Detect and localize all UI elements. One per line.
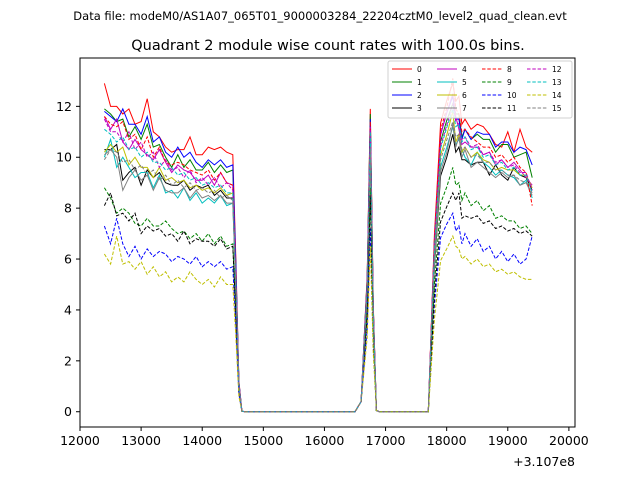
x-tick-label: 16000 — [305, 433, 345, 448]
plot-area — [103, 78, 533, 413]
y-tick-label: 10 — [56, 150, 72, 165]
legend-label-2: 2 — [417, 91, 422, 100]
legend-label-0: 0 — [417, 65, 422, 74]
y-tick-label: 0 — [64, 404, 72, 419]
x-tick-label: 18000 — [427, 433, 467, 448]
series-line-15 — [103, 119, 533, 413]
figure-suptitle: Data file: modeM0/AS1A07_065T01_90000032… — [73, 9, 567, 23]
legend-label-1: 1 — [417, 78, 422, 87]
x-tick-label: 15000 — [243, 433, 283, 448]
x-tick-label: 13000 — [121, 433, 161, 448]
series-line-14 — [103, 234, 533, 413]
x-axis: 12000 13000 14000 15000 16000 17000 18000 19000… — [60, 427, 589, 448]
y-tick-label: 8 — [64, 201, 72, 216]
y-tick-label: 6 — [64, 252, 72, 267]
y-tick-label: 4 — [64, 302, 72, 317]
legend-label-8: 8 — [507, 65, 512, 74]
x-axis-offset-label: +3.107e8 — [513, 454, 575, 469]
x-tick-label: 14000 — [182, 433, 222, 448]
legend-label-13: 13 — [552, 78, 562, 87]
axes-frame — [79, 57, 576, 428]
x-tick-label: 19000 — [488, 433, 528, 448]
x-tick-label: 20000 — [549, 433, 589, 448]
legend-label-7: 7 — [462, 104, 467, 113]
legend-label-11: 11 — [507, 104, 517, 113]
legend-label-9: 9 — [507, 78, 512, 87]
y-tick-label: 12 — [56, 99, 72, 114]
legend-label-6: 6 — [462, 91, 467, 100]
legend-label-14: 14 — [552, 91, 562, 100]
y-tick-label: 2 — [64, 353, 72, 368]
chart-title: Quadrant 2 module wise count rates with … — [131, 38, 525, 54]
x-tick-label: 17000 — [366, 433, 406, 448]
y-axis: 0 2 4 6 8 10 12 — [56, 99, 80, 419]
legend-label-4: 4 — [462, 65, 467, 74]
x-tick-label: 12000 — [60, 433, 100, 448]
series-line-13 — [104, 108, 533, 413]
legend-label-3: 3 — [417, 104, 422, 113]
legend-label-10: 10 — [507, 91, 517, 100]
legend-box — [387, 60, 573, 119]
legend-label-12: 12 — [552, 65, 562, 74]
legend-label-5: 5 — [462, 78, 467, 87]
legend-label-15: 15 — [552, 104, 562, 113]
